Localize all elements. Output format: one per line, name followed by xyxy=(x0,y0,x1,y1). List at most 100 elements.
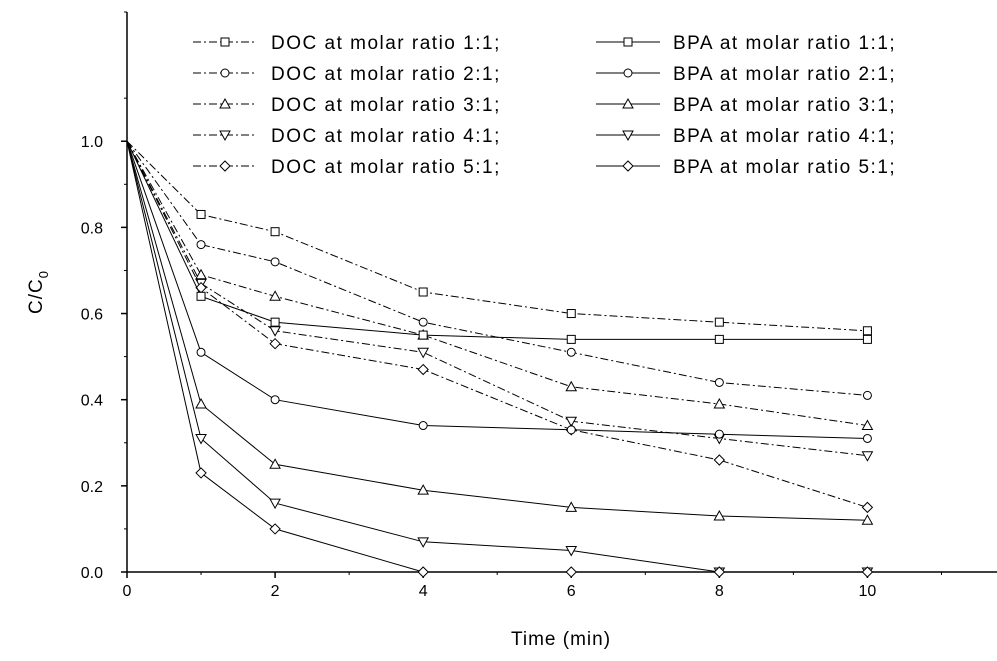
triangle-up-marker xyxy=(713,397,726,409)
triangle-up-marker xyxy=(417,484,430,495)
x-tick-label: 6 xyxy=(567,583,576,600)
square-marker xyxy=(566,309,576,319)
legend-item: DOC at molar ratio 4:1; xyxy=(193,126,501,147)
square-marker xyxy=(418,287,428,297)
circle-marker xyxy=(270,395,280,405)
legend-label: DOC at molar ratio 1:1; xyxy=(271,33,501,54)
series-group xyxy=(126,140,872,336)
series-line xyxy=(126,141,868,521)
circle-marker xyxy=(196,347,206,357)
triangle-up-marker xyxy=(565,380,578,392)
circle-marker xyxy=(270,257,280,267)
triangle-up-marker xyxy=(195,397,207,409)
series-line xyxy=(126,141,868,573)
triangle-down-marker xyxy=(565,545,578,557)
triangle-up-marker xyxy=(269,290,281,301)
triangle-down-marker xyxy=(269,498,281,510)
series-group xyxy=(126,141,872,443)
triangle-up-marker xyxy=(565,501,578,512)
triangle-down-marker xyxy=(219,130,231,142)
y-tick-label: 0.6 xyxy=(81,307,103,324)
square-marker xyxy=(196,291,206,301)
x-tick-label: 2 xyxy=(271,583,280,600)
triangle-down-marker xyxy=(861,451,874,462)
legend-item: BPA at molar ratio 3:1; xyxy=(596,95,896,116)
series-line xyxy=(126,140,868,396)
square-marker xyxy=(623,37,633,47)
legend-label: DOC at molar ratio 2:1; xyxy=(271,64,501,85)
square-marker xyxy=(418,330,428,340)
circle-marker xyxy=(418,317,428,327)
circle-marker xyxy=(714,429,724,439)
triangle-up-marker xyxy=(195,268,207,280)
square-marker xyxy=(566,334,576,344)
circle-marker xyxy=(714,377,724,387)
diamond-marker xyxy=(417,566,429,578)
legend: DOC at molar ratio 1:1; DOC at molar rati… xyxy=(193,33,896,178)
series-group xyxy=(126,141,874,578)
series-group xyxy=(126,140,872,400)
svg-text:C/C0: C/C0 xyxy=(26,270,51,314)
diamond-marker xyxy=(565,566,577,578)
series-group xyxy=(126,141,874,579)
circle-marker xyxy=(418,421,428,431)
square-marker xyxy=(862,334,872,344)
legend-item: BPA at molar ratio 2:1; xyxy=(596,64,895,85)
legend-label: DOC at molar ratio 4:1; xyxy=(271,126,501,147)
x-tick-label: 8 xyxy=(715,583,724,600)
legend-item: DOC at molar ratio 5:1; xyxy=(193,157,499,178)
square-marker xyxy=(862,326,872,336)
series-group xyxy=(126,140,874,462)
square-marker xyxy=(270,317,280,327)
y-axis-title-subscript: 0 xyxy=(36,270,51,278)
circle-marker xyxy=(862,390,872,400)
series-group xyxy=(126,140,872,344)
y-axis-title: C/C xyxy=(26,278,47,314)
triangle-down-marker xyxy=(417,537,430,548)
triangle-up-marker xyxy=(713,509,726,521)
y-tick-label: 0.2 xyxy=(81,479,103,496)
triangle-down-marker xyxy=(269,326,281,337)
square-marker xyxy=(220,37,230,47)
square-marker xyxy=(714,334,724,344)
x-tick-label: 4 xyxy=(419,583,428,600)
legend-label: BPA at molar ratio 3:1; xyxy=(673,95,896,116)
diamond-marker xyxy=(622,160,634,172)
y-tick-label: 0.8 xyxy=(81,220,103,237)
diamond-marker xyxy=(269,337,281,350)
triangle-up-marker xyxy=(622,97,634,109)
x-axis-title: Time (min) xyxy=(511,629,611,650)
circle-marker xyxy=(862,433,872,443)
y-tick-label: 0.0 xyxy=(81,565,103,582)
square-marker xyxy=(196,209,206,219)
triangle-up-marker xyxy=(861,514,874,525)
series-line xyxy=(126,141,868,439)
square-marker xyxy=(270,227,280,237)
y-tick-label: 1.0 xyxy=(81,134,103,151)
diamond-marker xyxy=(195,281,207,294)
series-group xyxy=(126,140,874,514)
ticks: 0 2 4 6 8 10 0.0 0.2 0.4 0.6 0.8 1.0 xyxy=(81,11,942,600)
series-line xyxy=(126,140,868,426)
diamond-marker xyxy=(417,363,429,376)
diamond-marker xyxy=(195,467,207,479)
triangle-up-marker xyxy=(269,458,281,469)
legend-label: BPA at molar ratio 5:1; xyxy=(673,157,896,178)
triangle-up-marker xyxy=(219,97,231,109)
series-line xyxy=(126,140,868,457)
square-marker xyxy=(714,317,724,327)
legend-label: BPA at molar ratio 1:1; xyxy=(673,33,896,54)
y-axis-title-group: C/C0 xyxy=(26,270,51,314)
legend-item: BPA at molar ratio 1:1; xyxy=(596,33,896,54)
legend-label: BPA at molar ratio 4:1; xyxy=(673,126,896,147)
diamond-marker xyxy=(269,523,281,535)
y-tick-label: 0.4 xyxy=(81,393,103,410)
triangle-up-marker xyxy=(861,419,874,431)
legend-item: DOC at molar ratio 1:1; xyxy=(193,33,501,54)
diamond-marker xyxy=(219,160,231,172)
legend-item: DOC at molar ratio 3:1; xyxy=(193,95,501,116)
circle-marker xyxy=(220,68,230,78)
circle-marker xyxy=(566,347,576,357)
legend-label: DOC at molar ratio 3:1; xyxy=(271,95,501,116)
